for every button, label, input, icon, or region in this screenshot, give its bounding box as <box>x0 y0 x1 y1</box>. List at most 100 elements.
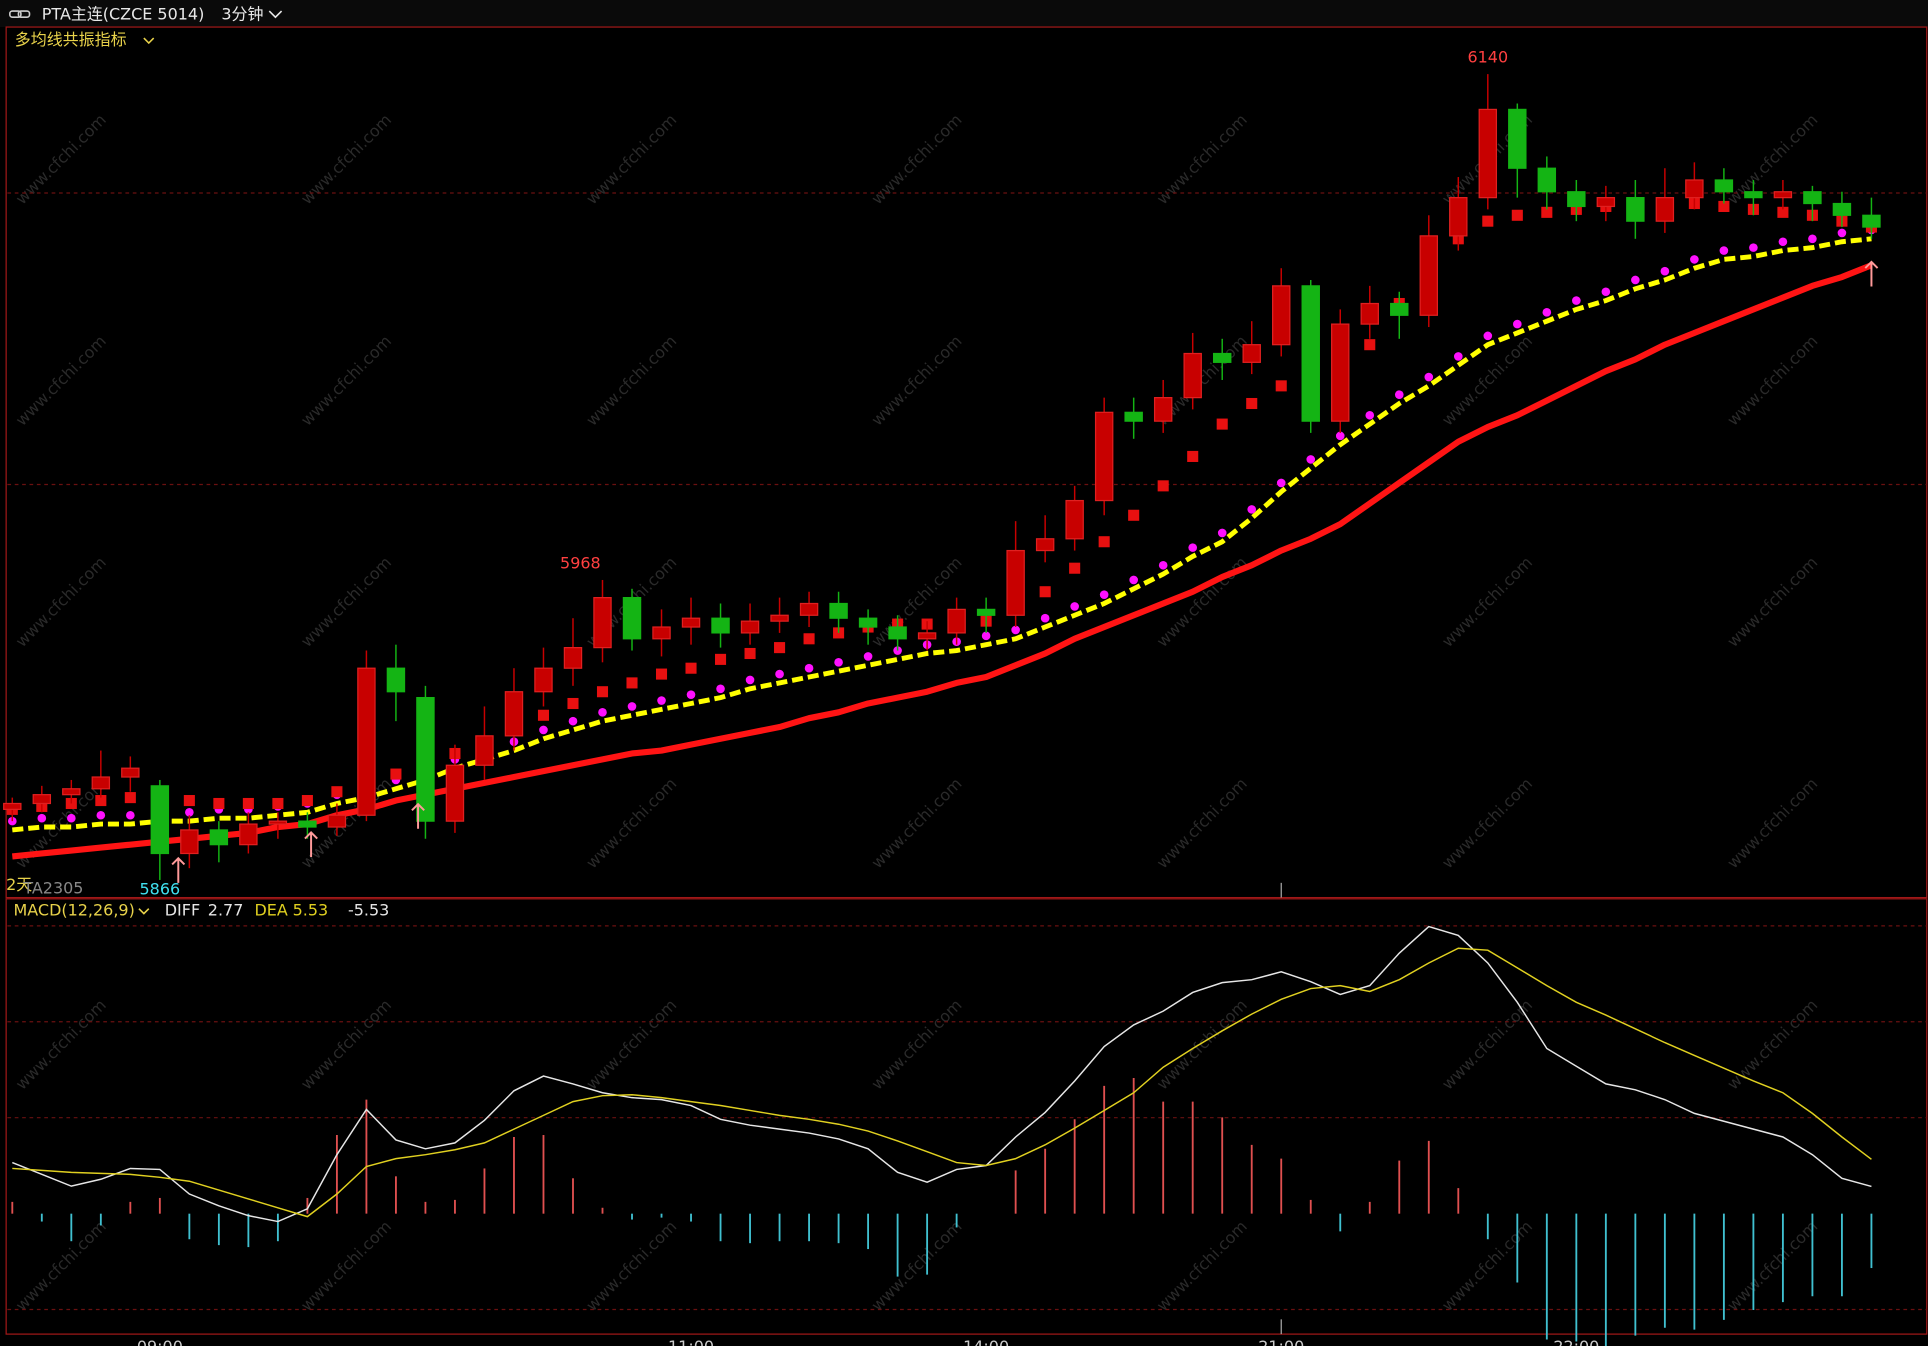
dea-value: 5.53 <box>293 901 329 920</box>
candle-body <box>1596 197 1616 208</box>
moving-average-dot <box>1040 613 1050 623</box>
moving-average-square <box>685 662 697 674</box>
x-tick-label: 21:00 <box>1258 1337 1304 1346</box>
grid <box>7 192 1927 1311</box>
moving-average-square <box>1541 206 1553 218</box>
moving-average-square <box>1718 200 1730 212</box>
candle-body <box>1006 549 1025 616</box>
moving-average-square <box>567 697 579 710</box>
candle-body <box>504 691 524 737</box>
moving-average-dot <box>1306 455 1316 464</box>
indicator-chevron[interactable] <box>143 37 155 45</box>
candle-body <box>1242 344 1261 363</box>
moving-average-square <box>183 795 195 807</box>
moving-average-square <box>1039 586 1051 598</box>
candle-body <box>1272 285 1291 346</box>
diff-name: DIFF <box>165 901 200 920</box>
candle-body <box>416 696 435 822</box>
moving-average-dot <box>1453 352 1463 361</box>
candle-body <box>1124 411 1143 422</box>
candle-body <box>239 823 258 846</box>
moving-average-square <box>1246 397 1258 410</box>
candle-body <box>1360 302 1379 325</box>
period-chevron[interactable] <box>268 10 283 19</box>
candle-body <box>1390 302 1409 316</box>
x-tick-label: 14:00 <box>963 1337 1009 1346</box>
x-tick-label: 09:00 <box>137 1337 183 1346</box>
moving-average-dot <box>96 810 106 820</box>
candle-body <box>1301 285 1320 422</box>
macd-title[interactable]: MACD(12,26,9) <box>14 901 135 920</box>
candle-body <box>1773 191 1793 199</box>
candle-body <box>386 667 406 693</box>
moving-average-dot <box>1335 431 1345 441</box>
moving-average-square <box>655 668 668 680</box>
candle-body <box>1862 214 1881 228</box>
moving-average-square <box>272 797 284 810</box>
moving-average-dot <box>1365 410 1375 420</box>
moving-average-dot <box>1188 543 1198 552</box>
candle-body <box>62 788 81 796</box>
candle-body <box>445 764 465 822</box>
symbol[interactable]: PTA主连(CZCE 5014) <box>42 4 205 23</box>
moving-average-square <box>390 768 402 780</box>
moving-average-dot <box>775 669 784 679</box>
moving-average-dot <box>657 696 666 705</box>
moving-average-dot <box>568 716 578 726</box>
price-chart: 6140 5866 5968 <box>3 48 1881 898</box>
moving-average-square <box>715 653 727 665</box>
candle-body <box>652 626 671 640</box>
price-panel-frame <box>5 26 1928 899</box>
annotation: 2天 <box>6 875 32 894</box>
candle-body <box>1183 352 1202 399</box>
macd-chevron[interactable] <box>138 908 150 915</box>
candle-body <box>1508 108 1527 169</box>
candle-body <box>1832 202 1852 216</box>
moving-average-dot <box>804 663 814 673</box>
moving-average-square <box>1364 339 1376 351</box>
moving-average-dot <box>1070 602 1079 611</box>
diff-value: 2.77 <box>208 901 244 920</box>
candle-body <box>209 829 229 846</box>
moving-average-dot <box>1778 237 1788 247</box>
candle-body <box>150 785 170 855</box>
moving-average-square <box>1069 562 1081 574</box>
moving-average-square <box>1777 206 1789 218</box>
candle-body <box>1065 499 1084 540</box>
moving-average-dot <box>1394 390 1404 399</box>
moving-average-dot <box>1158 560 1168 570</box>
moving-average-dot <box>627 702 637 711</box>
candle-body <box>1803 191 1822 205</box>
low-label: 5866 <box>140 879 181 898</box>
moving-average-dot <box>834 658 843 667</box>
candle-body <box>1567 191 1586 208</box>
moving-average-square <box>537 709 550 721</box>
moving-average-dot <box>1011 625 1020 635</box>
moving-average-dot <box>1837 228 1847 238</box>
candle-body <box>357 667 376 816</box>
macd-chart: 09:00 11:00 14:00 21:00 22:00 <box>11 925 1873 1346</box>
moving-average-square <box>774 642 786 654</box>
moving-average-square <box>1128 509 1140 521</box>
candle-body <box>32 794 52 805</box>
moving-average-dot <box>185 808 194 817</box>
candle-body <box>593 596 612 649</box>
candle-body <box>1212 352 1232 363</box>
local-high-label: 5968 <box>560 553 601 572</box>
moving-average-dash <box>12 236 1872 833</box>
moving-average-square <box>1482 215 1494 227</box>
indicator-title[interactable]: 多均线共振指标 <box>15 30 127 49</box>
candle-body <box>1419 235 1439 316</box>
candle-body <box>1744 191 1763 199</box>
candle-body <box>534 667 553 693</box>
candle-body <box>947 608 966 634</box>
period[interactable]: 3分钟 <box>221 4 263 23</box>
moving-average-dot <box>1660 266 1670 276</box>
macd-line <box>12 947 1872 1218</box>
moving-average-dot <box>67 813 76 823</box>
buy-arrows <box>171 260 1879 883</box>
candle-body <box>475 735 494 766</box>
candle-body <box>976 608 996 616</box>
